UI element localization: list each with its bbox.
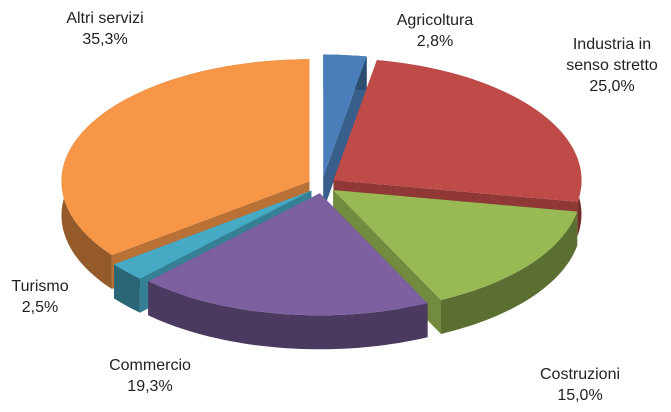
value-label: 15,0% <box>557 387 603 404</box>
category-label: Turismo <box>11 278 69 295</box>
data-label: Costruzioni 15,0% <box>540 364 620 406</box>
value-label: 2,5% <box>21 299 59 316</box>
slice <box>61 59 310 255</box>
slice <box>333 190 578 300</box>
slice-side <box>323 56 367 211</box>
value-label: 25,0% <box>589 78 635 95</box>
value-label: 19,3% <box>127 378 173 395</box>
data-label: Commercio 19,3% <box>109 355 191 397</box>
slice <box>333 60 582 202</box>
slice <box>148 193 428 316</box>
slice-side <box>148 281 428 350</box>
slice-side <box>114 190 312 299</box>
value-label: 35,3% <box>82 31 128 48</box>
slice <box>323 54 367 177</box>
data-label: Agricoltura 2,8% <box>397 10 473 52</box>
slice-side <box>114 264 140 313</box>
category-label: Industria in senso stretto <box>566 36 658 74</box>
category-label: Altri servizi <box>66 10 144 27</box>
data-label: Altri servizi 35,3% <box>66 8 143 50</box>
category-label: Commercio <box>109 357 191 374</box>
value-label: 2,8% <box>416 33 454 50</box>
slice <box>114 190 312 279</box>
category-label: Agricoltura <box>396 12 474 29</box>
data-label: Turismo 2,5% <box>11 276 68 318</box>
slice-side <box>441 211 578 334</box>
data-label: Industria in senso stretto 25,0% <box>553 34 671 97</box>
category-label: Costruzioni <box>539 366 621 383</box>
